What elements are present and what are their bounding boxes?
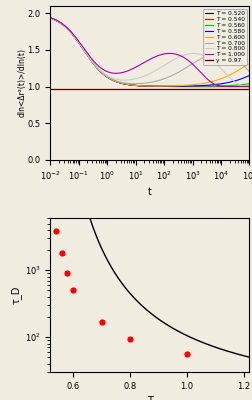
T = 0.600 (134, 83, 137, 88)
T = 1.000 (248, 84, 251, 89)
T = 0.600 (143, 84, 146, 88)
T = 1.000 (143, 60, 146, 64)
T = 0.580 (165, 84, 168, 89)
T = 0.520 (248, 84, 251, 89)
T = 0.800 (248, 84, 251, 89)
T = 1.000 (133, 66, 136, 70)
T = 0.800 (134, 76, 137, 81)
T = 0.520 (133, 83, 136, 88)
T = 0.560 (232, 83, 235, 88)
Y-axis label: dln<Δr²(t)>/dln(t): dln<Δr²(t)>/dln(t) (17, 48, 26, 117)
Line: T = 0.560: T = 0.560 (50, 18, 249, 86)
T = 0.540 (242, 84, 245, 89)
T = 0.700 (194, 60, 197, 64)
T = 0.520 (49, 16, 52, 20)
T = 0.600 (156, 84, 160, 88)
T = 0.560 (176, 84, 179, 89)
T = 0.580 (242, 76, 245, 80)
T = 0.700 (144, 81, 147, 86)
T = 0.800 (143, 73, 146, 78)
T = 0.540 (192, 84, 195, 89)
T = 0.600 (49, 16, 52, 20)
Line: T = 0.520: T = 0.520 (50, 18, 249, 86)
T = 1.000 (194, 64, 197, 69)
T = 0.580 (248, 73, 251, 78)
T = 0.540 (133, 83, 136, 88)
T = 0.520 (232, 84, 235, 89)
T = 0.600 (232, 71, 235, 76)
T = 0.580 (133, 83, 136, 88)
y = 0.97 (106, 86, 109, 91)
T = 0.700 (232, 55, 235, 60)
T = 1.000 (232, 84, 235, 89)
T = 0.560 (242, 82, 245, 87)
Line: T = 0.580: T = 0.580 (50, 18, 249, 86)
T = 0.520 (143, 84, 146, 88)
T = 0.600 (194, 82, 197, 87)
T = 0.800 (242, 83, 245, 88)
T = 0.800 (194, 51, 197, 56)
T = 0.560 (49, 16, 52, 20)
T = 0.600 (248, 61, 251, 66)
T = 0.700 (133, 81, 136, 86)
T = 0.580 (232, 79, 235, 84)
T = 0.540 (49, 16, 52, 20)
T = 0.700 (133, 81, 136, 86)
T = 0.580 (143, 84, 146, 88)
X-axis label: T: T (147, 396, 153, 400)
T = 0.700 (134, 81, 137, 86)
T = 0.540 (194, 84, 197, 89)
T = 0.800 (133, 77, 136, 82)
T = 0.560 (134, 83, 137, 88)
T = 0.800 (49, 16, 52, 20)
T = 0.560 (248, 81, 251, 86)
T = 0.700 (248, 69, 251, 74)
Y-axis label: τ_D: τ_D (11, 286, 22, 304)
Line: T = 0.600: T = 0.600 (50, 18, 249, 86)
T = 0.560 (194, 84, 197, 89)
T = 0.520 (194, 84, 197, 89)
T = 0.560 (133, 83, 136, 88)
T = 0.600 (242, 65, 245, 70)
T = 0.800 (232, 78, 235, 83)
Line: T = 1.000: T = 1.000 (50, 18, 249, 86)
Line: T = 0.540: T = 0.540 (50, 18, 249, 86)
T = 0.540 (143, 84, 146, 88)
Line: T = 0.800: T = 0.800 (50, 18, 249, 86)
T = 0.580 (194, 84, 197, 88)
T = 0.600 (133, 83, 136, 88)
T = 0.540 (134, 83, 137, 88)
T = 0.540 (248, 84, 251, 88)
T = 0.580 (49, 16, 52, 20)
T = 1.000 (134, 65, 137, 70)
T = 1.000 (242, 84, 245, 89)
T = 0.520 (242, 84, 245, 89)
Line: T = 0.700: T = 0.700 (50, 18, 249, 84)
T = 0.540 (232, 84, 235, 89)
Legend: T = 0.520, T = 0.540, T = 0.560, T = 0.580, T = 0.600, T = 0.700, T = 0.800, T =: T = 0.520, T = 0.540, T = 0.560, T = 0.5… (203, 9, 246, 65)
T = 0.520 (214, 84, 217, 89)
T = 1.000 (49, 15, 52, 20)
T = 0.520 (134, 83, 137, 88)
T = 0.700 (49, 16, 52, 20)
T = 0.560 (143, 84, 146, 88)
X-axis label: t: t (148, 188, 152, 198)
T = 0.580 (134, 83, 137, 88)
T = 0.700 (242, 63, 245, 68)
